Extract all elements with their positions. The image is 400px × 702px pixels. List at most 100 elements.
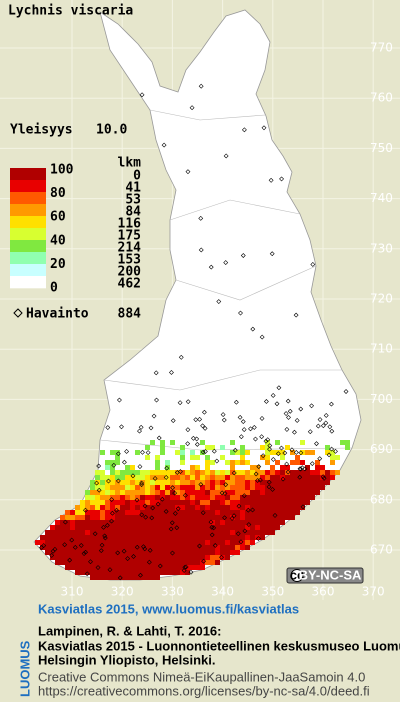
occurrence-cell (85, 540, 90, 545)
occurrence-cell (180, 535, 185, 540)
occurrence-cell (115, 470, 120, 475)
occurrence-cell (200, 485, 205, 490)
occurrence-cell (145, 530, 150, 535)
occurrence-cell (275, 440, 280, 445)
observation-dot (81, 551, 87, 556)
legend-count: 53 (125, 193, 141, 208)
observation-dot (276, 385, 282, 391)
observation-dot (137, 428, 142, 434)
occurrence-cell (280, 490, 285, 495)
observation-dot (260, 453, 266, 459)
occurrence-cell (95, 515, 100, 520)
occurrence-cell (205, 475, 210, 480)
occurrence-cell (100, 515, 105, 520)
occurrence-cell (275, 505, 280, 510)
observation-dot (320, 423, 326, 429)
occurrence-cell (230, 545, 235, 550)
occurrence-cell (180, 520, 185, 525)
occurrence-cell (165, 550, 170, 555)
occurrence-cell (205, 510, 210, 515)
occurrence-cell (150, 570, 155, 575)
occurrence-cell (95, 500, 100, 505)
occurrence-cell (240, 515, 245, 520)
observation-dot (174, 525, 180, 531)
occurrence-cell (75, 505, 80, 510)
occurrence-cell (315, 465, 320, 470)
occurrence-cell (40, 535, 45, 540)
occurrence-cell (265, 500, 270, 505)
occurrence-cell (115, 500, 120, 505)
occurrence-cell (125, 555, 130, 560)
occurrence-cell (170, 470, 175, 475)
y-tick-label: 720 (370, 292, 393, 306)
region-border (99, 109, 353, 451)
occurrence-cell (175, 510, 180, 515)
occurrence-cell (270, 490, 275, 495)
occurrence-cell (290, 485, 295, 490)
occurrence-cell (115, 515, 120, 520)
occurrence-cell (205, 485, 210, 490)
citation-line: Kasviatlas 2015 - Luonnontieteellinen ke… (38, 638, 400, 653)
observation-dot (159, 496, 165, 502)
occurrence-cell (100, 510, 105, 515)
occurrence-cell (280, 515, 285, 520)
observation-dot (307, 429, 313, 435)
occurrence-cell (185, 495, 190, 500)
observation-dot (151, 413, 157, 419)
observation-dot (67, 557, 73, 563)
occurrence-cell (235, 535, 240, 540)
occurrence-cell (190, 515, 195, 520)
occurrence-cell (130, 505, 135, 510)
x-tick-label: 310 (61, 585, 84, 599)
occurrence-cell (215, 480, 220, 485)
observation-dot (259, 416, 265, 421)
occurrence-cell (185, 555, 190, 560)
occurrence-cell (195, 520, 200, 525)
occurrence-cell (240, 525, 245, 530)
occurrence-cell (135, 550, 140, 555)
observation-dot (298, 450, 304, 456)
legend-swatch (10, 252, 46, 265)
occurrence-cell (260, 500, 265, 505)
occurrence-cell (140, 485, 145, 490)
occurrence-cell (105, 475, 110, 480)
observation-dot (267, 443, 273, 449)
observation-dot (279, 176, 284, 182)
legend-swatch (10, 264, 46, 277)
occurrence-cell (295, 485, 300, 490)
occurrence-cell (285, 490, 290, 495)
occurrence-cell (145, 470, 150, 475)
occurrence-cell (140, 540, 145, 545)
occurrence-cell (175, 535, 180, 540)
occurrence-cell (250, 465, 255, 470)
occurrence-cell (190, 510, 195, 515)
occurrence-cell (210, 485, 215, 490)
x-tick-label: 330 (161, 585, 184, 599)
occurrence-cell (175, 500, 180, 505)
occurrence-cell (105, 460, 110, 465)
occurrence-cell (130, 500, 135, 505)
occurrence-cell (205, 455, 210, 460)
occurrence-cell (130, 575, 135, 580)
occurrence-cell (120, 540, 125, 545)
occurrence-cell (190, 450, 195, 455)
occurrence-cell (115, 455, 120, 460)
occurrence-cell (230, 475, 235, 480)
observation-dot (185, 441, 191, 447)
occurrence-cell (95, 550, 100, 555)
occurrence-cell (255, 470, 260, 475)
observation-dot (109, 497, 115, 502)
occurrence-cell (95, 540, 100, 545)
occurrence-cell (190, 455, 195, 460)
occurrence-cell (305, 465, 310, 470)
occurrence-cell (150, 440, 155, 445)
occurrence-cell (270, 470, 275, 475)
occurrence-cell (215, 550, 220, 555)
occurrence-cell (115, 495, 120, 500)
occurrence-cell (205, 505, 210, 510)
observation-dot (285, 398, 291, 404)
occurrence-cell (150, 510, 155, 515)
y-tick-label: 680 (370, 492, 393, 506)
observation-dot (209, 524, 215, 530)
occurrence-cell (175, 520, 180, 525)
